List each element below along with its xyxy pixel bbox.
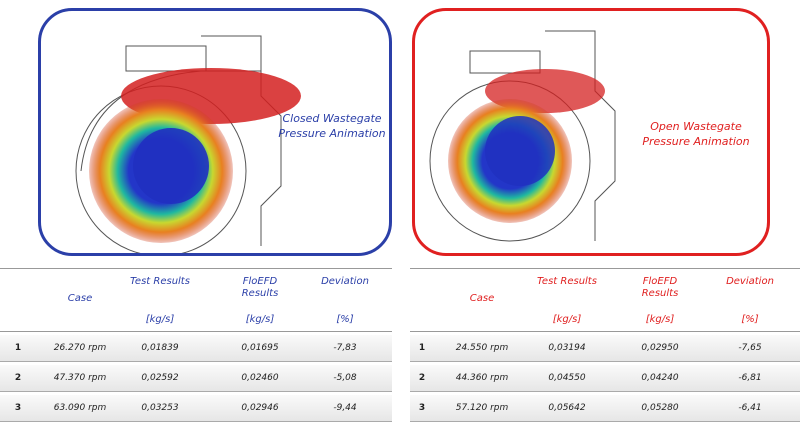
table-cell: 44.360 rpm <box>455 373 509 383</box>
table-row <box>0 395 392 422</box>
column-header: Case <box>67 293 93 304</box>
table-cell: -5,08 <box>333 373 357 383</box>
table-cell: -6,41 <box>738 403 762 413</box>
table-row <box>410 365 800 392</box>
row-index: 3 <box>14 403 22 413</box>
table-cell: 0,02592 <box>141 373 179 383</box>
table-cell: -7,65 <box>738 343 762 353</box>
table-rule <box>410 331 800 332</box>
column-header: Test Results <box>130 276 190 287</box>
table-cell: 0,02950 <box>641 343 679 353</box>
panel: Closed Wastegate Pressure Animation <box>38 8 392 256</box>
table-cell: 26.270 rpm <box>53 343 107 353</box>
table-cell: -9,44 <box>333 403 357 413</box>
table-cell: 0,04240 <box>641 373 679 383</box>
row-index: 2 <box>14 373 22 383</box>
simulation-image <box>75 35 301 253</box>
table-row <box>410 335 800 362</box>
row-index: 2 <box>418 373 426 383</box>
table-cell: 0,03253 <box>141 403 179 413</box>
column-unit: [kg/s] <box>645 314 675 325</box>
row-index: 3 <box>418 403 426 413</box>
table-cell: 0,04550 <box>548 373 586 383</box>
table-rule <box>410 268 800 269</box>
column-header: Test Results <box>537 276 597 287</box>
column-header: Deviation <box>321 276 369 287</box>
column-unit: [kg/s] <box>245 314 275 325</box>
table-row <box>0 335 392 362</box>
table-cell: 63.090 rpm <box>53 403 107 413</box>
table-rule <box>0 331 392 332</box>
row-index: 1 <box>418 343 426 353</box>
table-cell: 0,05280 <box>641 403 679 413</box>
panel-caption: Open Wastegate Pressure Animation <box>642 120 750 148</box>
panel-caption: Closed Wastegate Pressure Animation <box>278 112 386 140</box>
simulation-image <box>429 30 616 242</box>
table-cell: 0,03194 <box>548 343 586 353</box>
panel: Open Wastegate Pressure Animation <box>412 8 770 256</box>
table-cell: 57.120 rpm <box>455 403 509 413</box>
table-cell: -7,83 <box>333 343 357 353</box>
column-unit: [kg/s] <box>552 314 582 325</box>
column-header: FloEFD Results <box>641 276 679 299</box>
table-cell: 47.370 rpm <box>53 373 107 383</box>
column-header: Deviation <box>726 276 774 287</box>
table-cell: 0,05642 <box>548 403 586 413</box>
table-rule <box>0 268 392 269</box>
table-cell: 0,01839 <box>141 343 179 353</box>
table-row <box>0 365 392 392</box>
row-index: 1 <box>14 343 22 353</box>
table-cell: 24.550 rpm <box>455 343 509 353</box>
column-header: Case <box>469 293 495 304</box>
table-cell: 0,02460 <box>241 373 279 383</box>
table-row <box>410 395 800 422</box>
table-cell: 0,02946 <box>241 403 279 413</box>
table-cell: -6,81 <box>738 373 762 383</box>
column-unit: [%] <box>336 314 354 325</box>
column-unit: [kg/s] <box>145 314 175 325</box>
column-unit: [%] <box>741 314 759 325</box>
column-header: FloEFD Results <box>241 276 279 299</box>
table-cell: 0,01695 <box>241 343 279 353</box>
